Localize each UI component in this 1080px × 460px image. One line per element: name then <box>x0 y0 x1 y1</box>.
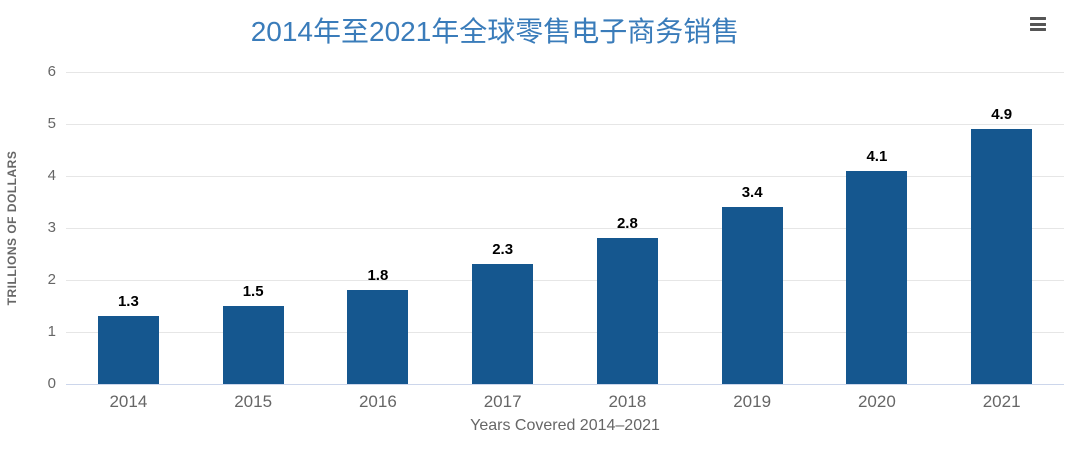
x-tick-label: 2014 <box>109 392 148 411</box>
x-tick-label: 2016 <box>358 392 397 411</box>
x-tick-label: 2017 <box>483 392 522 411</box>
bar-value-label: 4.9 <box>991 106 1013 124</box>
bar-value-label: 1.3 <box>117 293 139 311</box>
gridline <box>66 228 1064 229</box>
bar-value-label: 1.8 <box>367 267 389 285</box>
y-tick-label: 4 <box>47 167 56 184</box>
bar-value-label: 1.5 <box>242 283 264 300</box>
chart-title: 2014年至2021年全球零售电子商务销售 <box>250 16 740 47</box>
bar-value-label: 3.4 <box>741 184 763 202</box>
gridline <box>66 124 1064 125</box>
hamburger-bar <box>1030 17 1046 20</box>
x-axis-title: Years Covered 2014–2021 <box>470 417 660 434</box>
bar-2014[interactable] <box>97 316 159 384</box>
bar-value-label: 2.8 <box>616 215 638 233</box>
y-tick-label: 3 <box>47 219 56 236</box>
gridline <box>66 72 1064 73</box>
hamburger-bar <box>1030 22 1046 26</box>
gridline <box>66 332 1064 333</box>
x-tick-label: 2020 <box>857 392 896 411</box>
bar-2018[interactable] <box>596 238 658 384</box>
plot-area: 1.3 1.5 1.8 2.3 2.8 3.4 4.1 4.9 <box>66 72 1064 384</box>
bar-2019[interactable] <box>721 207 783 384</box>
x-tick-label: 2021 <box>982 392 1021 411</box>
bar-2021[interactable] <box>971 129 1033 384</box>
x-tick-label: 2019 <box>733 392 772 411</box>
bar-2016[interactable] <box>347 290 409 384</box>
bar-value-label: 2.3 <box>492 241 514 259</box>
bar-2020[interactable] <box>846 170 908 384</box>
gridline <box>66 280 1064 281</box>
bar-2015[interactable] <box>222 306 284 384</box>
y-tick-label: 5 <box>47 115 56 132</box>
y-tick-label: 0 <box>47 375 56 392</box>
x-axis-line <box>66 384 1064 385</box>
y-tick-label: 1 <box>47 323 56 340</box>
hamburger-menu-icon[interactable] <box>1030 17 1046 31</box>
y-tick-label: 6 <box>47 63 56 80</box>
y-tick-label: 2 <box>47 271 56 288</box>
bar-value-label: 4.1 <box>866 147 888 165</box>
gridline <box>66 176 1064 177</box>
hamburger-bar <box>1030 28 1046 31</box>
bar-2017[interactable] <box>472 264 534 384</box>
x-tick-label: 2018 <box>608 392 647 411</box>
x-tick-label: 2015 <box>234 392 273 411</box>
